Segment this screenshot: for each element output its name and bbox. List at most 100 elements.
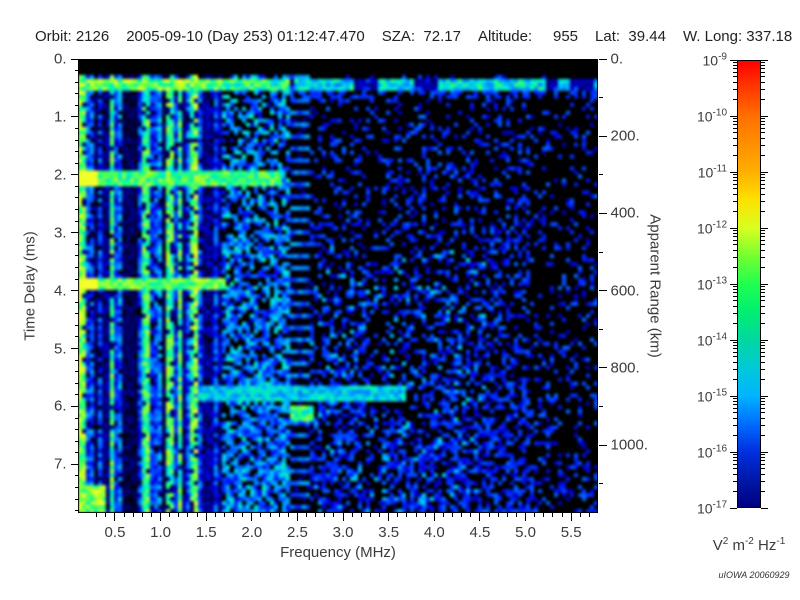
x-minor-tick <box>269 513 271 517</box>
y-left-minor-tick <box>74 313 79 315</box>
y-left-major-tick <box>70 405 79 407</box>
colorbar-minor-tick-left <box>733 344 737 346</box>
y-left-minor-tick <box>74 452 79 454</box>
unit-v-exp: 2 <box>722 536 729 547</box>
x-tick-label: 4.5 <box>469 524 491 541</box>
colorbar-major-tick-right <box>761 283 768 285</box>
colorbar-minor-tick-left <box>733 249 737 251</box>
x-minor-tick <box>233 513 235 517</box>
y-right-major-tick <box>598 58 607 60</box>
colorbar-minor-tick-left <box>733 68 737 70</box>
y-left-major-tick <box>70 174 79 176</box>
colorbar-tick-label: 10-16 <box>696 443 727 461</box>
unit-hz-exp: -1 <box>776 536 786 547</box>
y-right-minor-tick <box>598 174 603 176</box>
y-left-minor-tick <box>74 417 79 419</box>
x-tick-label: 5.0 <box>515 524 536 541</box>
colorbar-minor-tick-left <box>733 183 737 185</box>
y-left-minor-tick <box>74 127 79 129</box>
header-item-2: SZA: 72.17 <box>381 28 461 45</box>
colorbar-major-tick-left <box>730 507 737 509</box>
y-left-major-tick <box>70 232 79 234</box>
colorbar-minor-tick-right <box>761 454 765 456</box>
x-minor-tick <box>543 513 545 517</box>
colorbar-minor-tick-left <box>733 236 737 238</box>
colorbar-tick-label: 10-9 <box>702 51 727 69</box>
x-minor-tick <box>315 513 317 517</box>
x-tick-label: 2.0 <box>241 524 263 541</box>
y-right-minor-tick <box>598 328 603 330</box>
y-left-major-tick <box>70 463 79 465</box>
colorbar-minor-tick-left <box>733 127 737 129</box>
y-right-minor-tick <box>598 483 603 485</box>
colorbar-minor-tick-left <box>733 292 737 294</box>
x-minor-tick <box>96 513 98 517</box>
colorbar-minor-tick-right <box>761 378 765 380</box>
y-right-major-tick <box>598 135 607 137</box>
x-minor-tick <box>214 513 216 517</box>
y-left-minor-tick <box>74 475 79 477</box>
colorbar-minor-tick-right <box>761 244 765 246</box>
colorbar-minor-tick-left <box>733 407 737 409</box>
y-left-major-tick <box>70 290 79 292</box>
x-major-tick <box>160 513 162 521</box>
colorbar-minor-tick-right <box>761 81 765 83</box>
colorbar-minor-tick-left <box>733 351 737 353</box>
colorbar-major-tick-left <box>730 59 737 61</box>
colorbar-minor-tick-left <box>733 454 737 456</box>
y-left-minor-tick <box>74 498 79 500</box>
colorbar-minor-tick-right <box>761 174 765 176</box>
colorbar-minor-tick-right <box>761 137 765 139</box>
y-left-minor-tick <box>74 440 79 442</box>
colorbar-major-tick-left <box>730 115 737 117</box>
header-item-0: Orbit: 2126 <box>35 28 110 45</box>
y-left-minor-tick <box>74 197 79 199</box>
colorbar-minor-tick-left <box>733 356 737 358</box>
colorbar-minor-tick-left <box>733 460 737 462</box>
colorbar <box>737 60 761 508</box>
colorbar-tick-label: 10-13 <box>696 275 727 293</box>
colorbar-minor-tick-right <box>761 249 765 251</box>
y-left-minor-tick <box>74 278 79 280</box>
y-left-minor-tick <box>74 324 79 326</box>
x-minor-tick <box>360 513 362 517</box>
colorbar-minor-tick-right <box>761 351 765 353</box>
x-major-tick <box>570 513 572 521</box>
y-left-minor-tick <box>74 429 79 431</box>
x-minor-tick <box>552 513 554 517</box>
colorbar-major-tick-left <box>730 451 737 453</box>
x-minor-tick <box>278 513 280 517</box>
colorbar-minor-tick-left <box>733 288 737 290</box>
x-minor-tick <box>287 513 289 517</box>
colorbar-minor-tick-left <box>733 286 737 288</box>
colorbar-minor-tick-right <box>761 230 765 232</box>
colorbar-major-tick-right <box>761 507 768 509</box>
header-item-3: Altitude: 955 <box>477 28 579 45</box>
colorbar-minor-tick-left <box>733 188 737 190</box>
colorbar-minor-tick-left <box>733 412 737 414</box>
unit-v: V <box>712 537 723 554</box>
x-minor-tick <box>488 513 490 517</box>
y-left-minor-tick <box>74 70 79 72</box>
colorbar-minor-tick-right <box>761 344 765 346</box>
colorbar-minor-tick-left <box>733 322 737 324</box>
x-minor-tick <box>461 513 463 517</box>
x-tick-label: 1.0 <box>150 524 172 541</box>
colorbar-major-tick-left <box>730 339 737 341</box>
colorbar-minor-tick-right <box>761 295 765 297</box>
colorbar-minor-tick-left <box>733 230 737 232</box>
header-item-5: W. Long: 337.18 <box>682 28 793 45</box>
colorbar-minor-tick-right <box>761 348 765 350</box>
x-tick-label: 3.5 <box>378 524 400 541</box>
colorbar-minor-tick-right <box>761 71 765 73</box>
colorbar-minor-tick-right <box>761 460 765 462</box>
colorbar-major-tick-left <box>730 283 737 285</box>
colorbar-minor-tick-left <box>733 132 737 134</box>
colorbar-minor-tick-right <box>761 398 765 400</box>
colorbar-minor-tick-right <box>761 490 765 492</box>
x-minor-tick <box>515 513 517 517</box>
colorbar-minor-tick-left <box>733 244 737 246</box>
x-minor-tick <box>196 513 198 517</box>
colorbar-minor-tick-right <box>761 456 765 458</box>
colorbar-major-tick-right <box>761 115 768 117</box>
